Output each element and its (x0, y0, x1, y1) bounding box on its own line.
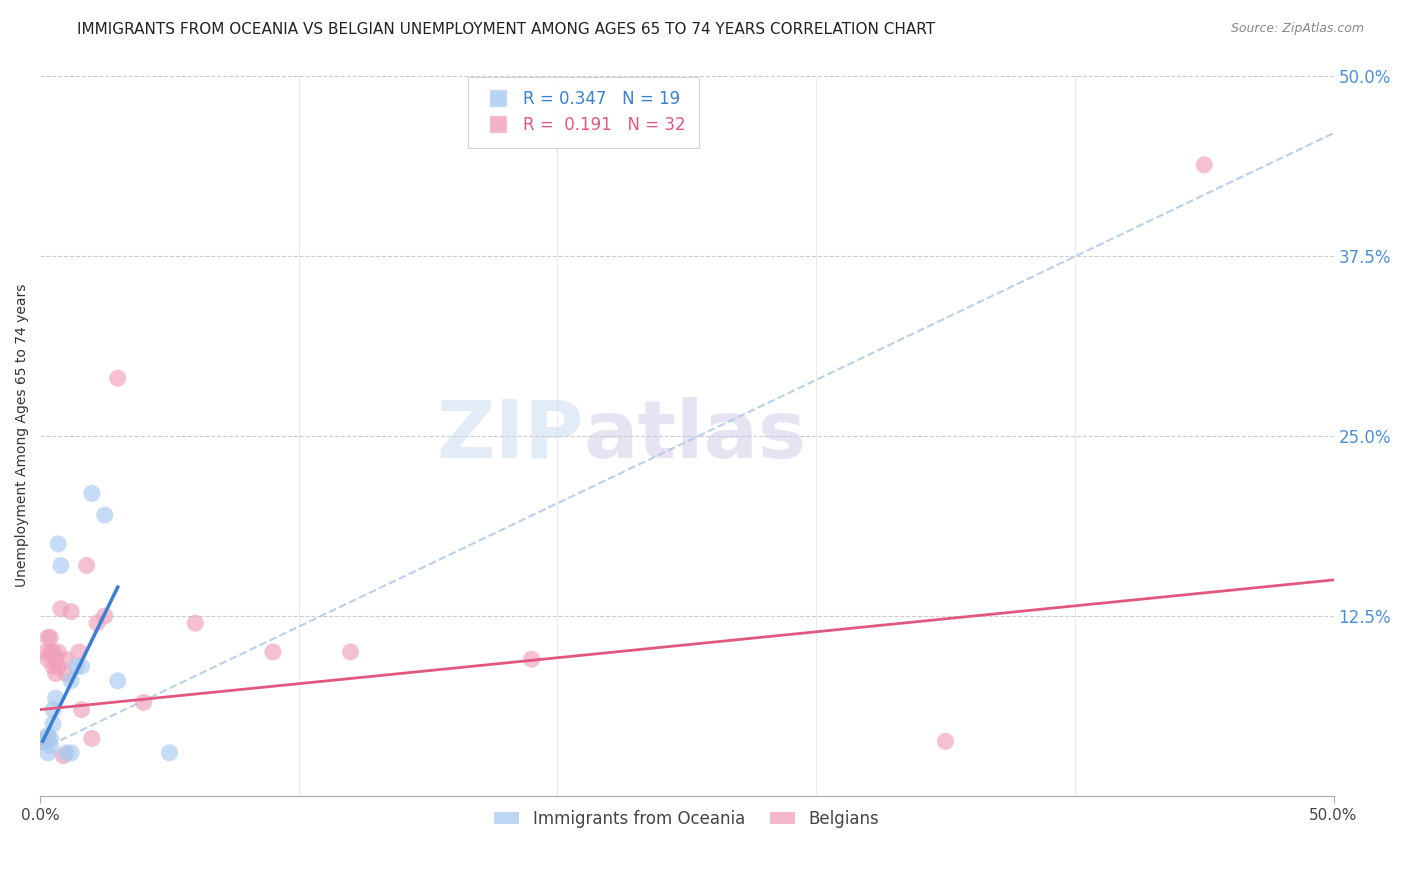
Point (42, 659, 65, 673)
Text: Source: ZipAtlas.com: Source: ZipAtlas.com (1230, 22, 1364, 36)
Point (70, 659, 93, 673)
Point (262, 645, 284, 659)
Point (37, 631, 59, 645)
Text: ZIP: ZIP (436, 397, 583, 475)
Point (86, 616, 108, 631)
Point (184, 616, 207, 631)
Point (46, 659, 69, 673)
Point (49, 558, 72, 573)
Point (46, 645, 69, 659)
Point (55, 746, 77, 760)
Point (76, 558, 98, 573)
Point (39, 731, 62, 746)
Point (60, 746, 83, 760)
Legend: Immigrants from Oceania, Belgians: Immigrants from Oceania, Belgians (488, 804, 886, 835)
Point (46, 537, 69, 551)
Point (80, 486, 103, 500)
Point (339, 645, 361, 659)
Point (42, 717, 65, 731)
Point (49, 601, 72, 615)
Point (65, 659, 87, 673)
Point (94, 609, 117, 624)
Point (60, 673, 83, 688)
Point (520, 652, 543, 666)
Point (67, 645, 90, 659)
Point (37, 652, 59, 666)
Point (37, 746, 59, 760)
Text: IMMIGRANTS FROM OCEANIA VS BELGIAN UNEMPLOYMENT AMONG AGES 65 TO 74 YEARS CORREL: IMMIGRANTS FROM OCEANIA VS BELGIAN UNEMP… (77, 22, 935, 37)
Point (934, 734, 956, 748)
Point (31, 734, 53, 748)
Point (60, 605, 83, 619)
Point (107, 673, 129, 688)
Point (55, 652, 77, 666)
Point (34, 734, 56, 748)
Point (34, 731, 56, 746)
Point (132, 695, 155, 709)
Point (39, 631, 62, 645)
Point (94, 508, 117, 522)
Point (42, 645, 65, 659)
Point (45, 652, 67, 666)
Point (70, 703, 93, 717)
Point (55, 666, 77, 681)
Point (80, 731, 103, 746)
Point (39, 645, 62, 659)
Point (39, 739, 62, 753)
Point (45, 666, 67, 681)
Point (42, 703, 65, 717)
Point (37, 729, 59, 743)
Point (159, 746, 181, 760)
Point (1192, 158, 1215, 172)
Point (52, 748, 75, 763)
Y-axis label: Unemployment Among Ages 65 to 74 years: Unemployment Among Ages 65 to 74 years (15, 285, 30, 588)
Point (107, 371, 129, 385)
Point (34, 645, 56, 659)
Text: atlas: atlas (583, 397, 807, 475)
Point (45, 691, 67, 706)
